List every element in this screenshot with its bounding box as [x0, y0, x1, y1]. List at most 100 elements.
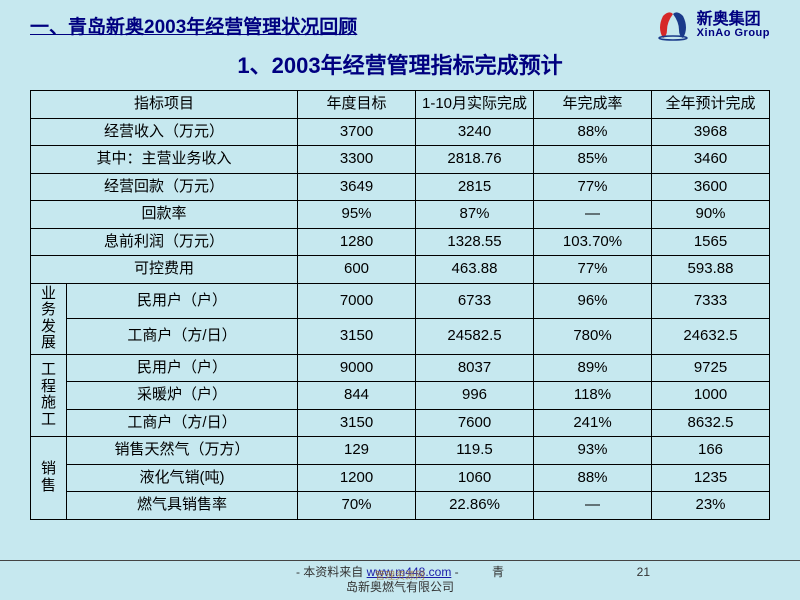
table-cell: 24632.5 — [652, 319, 770, 355]
table-cell: 3649 — [298, 173, 416, 201]
logo: 新奥集团 XinAo Group — [653, 8, 770, 42]
table-cell: 77% — [534, 256, 652, 284]
table-cell: 7333 — [652, 283, 770, 319]
table-cell: 88% — [534, 118, 652, 146]
row-label: 回款率 — [31, 201, 298, 229]
table-cell: 3460 — [652, 146, 770, 174]
page-number: 21 — [637, 565, 650, 579]
kpi-table: 指标项目 年度目标 1-10月实际完成 年完成率 全年预计完成 经营收入（万元）… — [30, 90, 770, 520]
row-label: 燃气具销售率 — [67, 492, 298, 520]
row-label: 销售天然气（万方） — [67, 437, 298, 465]
table-cell: 166 — [652, 437, 770, 465]
category-cell: 工程施工 — [31, 354, 67, 437]
col-target: 年度目标 — [298, 91, 416, 119]
col-rate: 年完成率 — [534, 91, 652, 119]
table-cell: 844 — [298, 382, 416, 410]
table-cell: 600 — [298, 256, 416, 284]
col-actual: 1-10月实际完成 — [416, 91, 534, 119]
row-label: 可控费用 — [31, 256, 298, 284]
row-label: 其中：主营业务收入 — [31, 146, 298, 174]
col-forecast: 全年预计完成 — [652, 91, 770, 119]
table-cell: 90% — [652, 201, 770, 229]
table-cell: 96% — [534, 283, 652, 319]
table-header-row: 指标项目 年度目标 1-10月实际完成 年完成率 全年预计完成 — [31, 91, 770, 119]
table-cell: 9725 — [652, 354, 770, 382]
table-cell: 118% — [534, 382, 652, 410]
logo-text-en: XinAo Group — [697, 28, 770, 39]
table-cell: 3150 — [298, 409, 416, 437]
col-indicator: 指标项目 — [31, 91, 298, 119]
table-cell: 129 — [298, 437, 416, 465]
table-cell: 2818.76 — [416, 146, 534, 174]
table-cell: 7000 — [298, 283, 416, 319]
table-cell: 77% — [534, 173, 652, 201]
table-cell: 7600 — [416, 409, 534, 437]
table-cell: 87% — [416, 201, 534, 229]
table-cell: 8037 — [416, 354, 534, 382]
table-cell: 3968 — [652, 118, 770, 146]
row-label: 工商户（方/日） — [67, 319, 298, 355]
table-cell: 1000 — [652, 382, 770, 410]
table-row: 息前利润（万元）12801328.55103.70%1565 — [31, 228, 770, 256]
row-label: 经营收入（万元） — [31, 118, 298, 146]
table-row: 燃气具销售率70%22.86%—23% — [31, 492, 770, 520]
table-cell: 3300 — [298, 146, 416, 174]
table-cell: 119.5 — [416, 437, 534, 465]
table-row: 其中：主营业务收入33002818.7685%3460 — [31, 146, 770, 174]
table-cell: — — [534, 492, 652, 520]
table-row: 可控费用600463.8877%593.88 — [31, 256, 770, 284]
table-row: 工商户（方/日）31507600241%8632.5 — [31, 409, 770, 437]
table-cell: 3600 — [652, 173, 770, 201]
page-subtitle: 1、2003年经营管理指标完成预计 — [0, 48, 800, 80]
table-row: 回款率95%87%—90% — [31, 201, 770, 229]
logo-text-cn: 新奥集团 — [697, 12, 770, 28]
section-title: 一、青岛新奥2003年经营管理状况回顾 — [30, 12, 357, 39]
row-label: 经营回款（万元） — [31, 173, 298, 201]
table-cell: 89% — [534, 354, 652, 382]
table-row: 工程施工民用户（户）9000803789%9725 — [31, 354, 770, 382]
table-cell: 103.70% — [534, 228, 652, 256]
row-label: 液化气销(吨) — [67, 464, 298, 492]
footer-extra-right: 青 — [492, 565, 504, 579]
table-cell: 93% — [534, 437, 652, 465]
table-cell: — — [534, 201, 652, 229]
row-label: 民用户（户） — [67, 354, 298, 382]
table-row: 工商户（方/日）315024582.5780%24632.5 — [31, 319, 770, 355]
table-cell: 593.88 — [652, 256, 770, 284]
row-label: 息前利润（万元） — [31, 228, 298, 256]
table-cell: 1060 — [416, 464, 534, 492]
table-row: 经营收入（万元）3700324088%3968 — [31, 118, 770, 146]
table-row: 经营回款（万元）3649281577%3600 — [31, 173, 770, 201]
table-cell: 3240 — [416, 118, 534, 146]
table-cell: 23% — [652, 492, 770, 520]
table-cell: 1328.55 — [416, 228, 534, 256]
table-cell: 85% — [534, 146, 652, 174]
table-cell: 24582.5 — [416, 319, 534, 355]
table-cell: 996 — [416, 382, 534, 410]
table-cell: 22.86% — [416, 492, 534, 520]
table-cell: 2815 — [416, 173, 534, 201]
table-row: 液化气销(吨)1200106088%1235 — [31, 464, 770, 492]
table-cell: 3150 — [298, 319, 416, 355]
table-row: 销售销售天然气（万方）129119.593%166 — [31, 437, 770, 465]
table-cell: 241% — [534, 409, 652, 437]
table-row: 业务发展民用户（户）7000673396%7333 — [31, 283, 770, 319]
table-cell: 95% — [298, 201, 416, 229]
table-cell: 1280 — [298, 228, 416, 256]
table-cell: 1200 — [298, 464, 416, 492]
table-cell: 1565 — [652, 228, 770, 256]
table-cell: 1235 — [652, 464, 770, 492]
table-cell: 8632.5 — [652, 409, 770, 437]
row-label: 民用户（户） — [67, 283, 298, 319]
category-cell: 销售 — [31, 437, 67, 520]
table-cell: 9000 — [298, 354, 416, 382]
row-label: 采暖炉（户） — [67, 382, 298, 410]
table-cell: 780% — [534, 319, 652, 355]
table-cell: 3700 — [298, 118, 416, 146]
logo-icon — [653, 8, 693, 42]
category-cell: 业务发展 — [31, 283, 67, 354]
footer-source-suffix: - — [455, 565, 459, 579]
table-cell: 70% — [298, 492, 416, 520]
watermark: 管理资源网 — [375, 567, 425, 582]
table-cell: 6733 — [416, 283, 534, 319]
